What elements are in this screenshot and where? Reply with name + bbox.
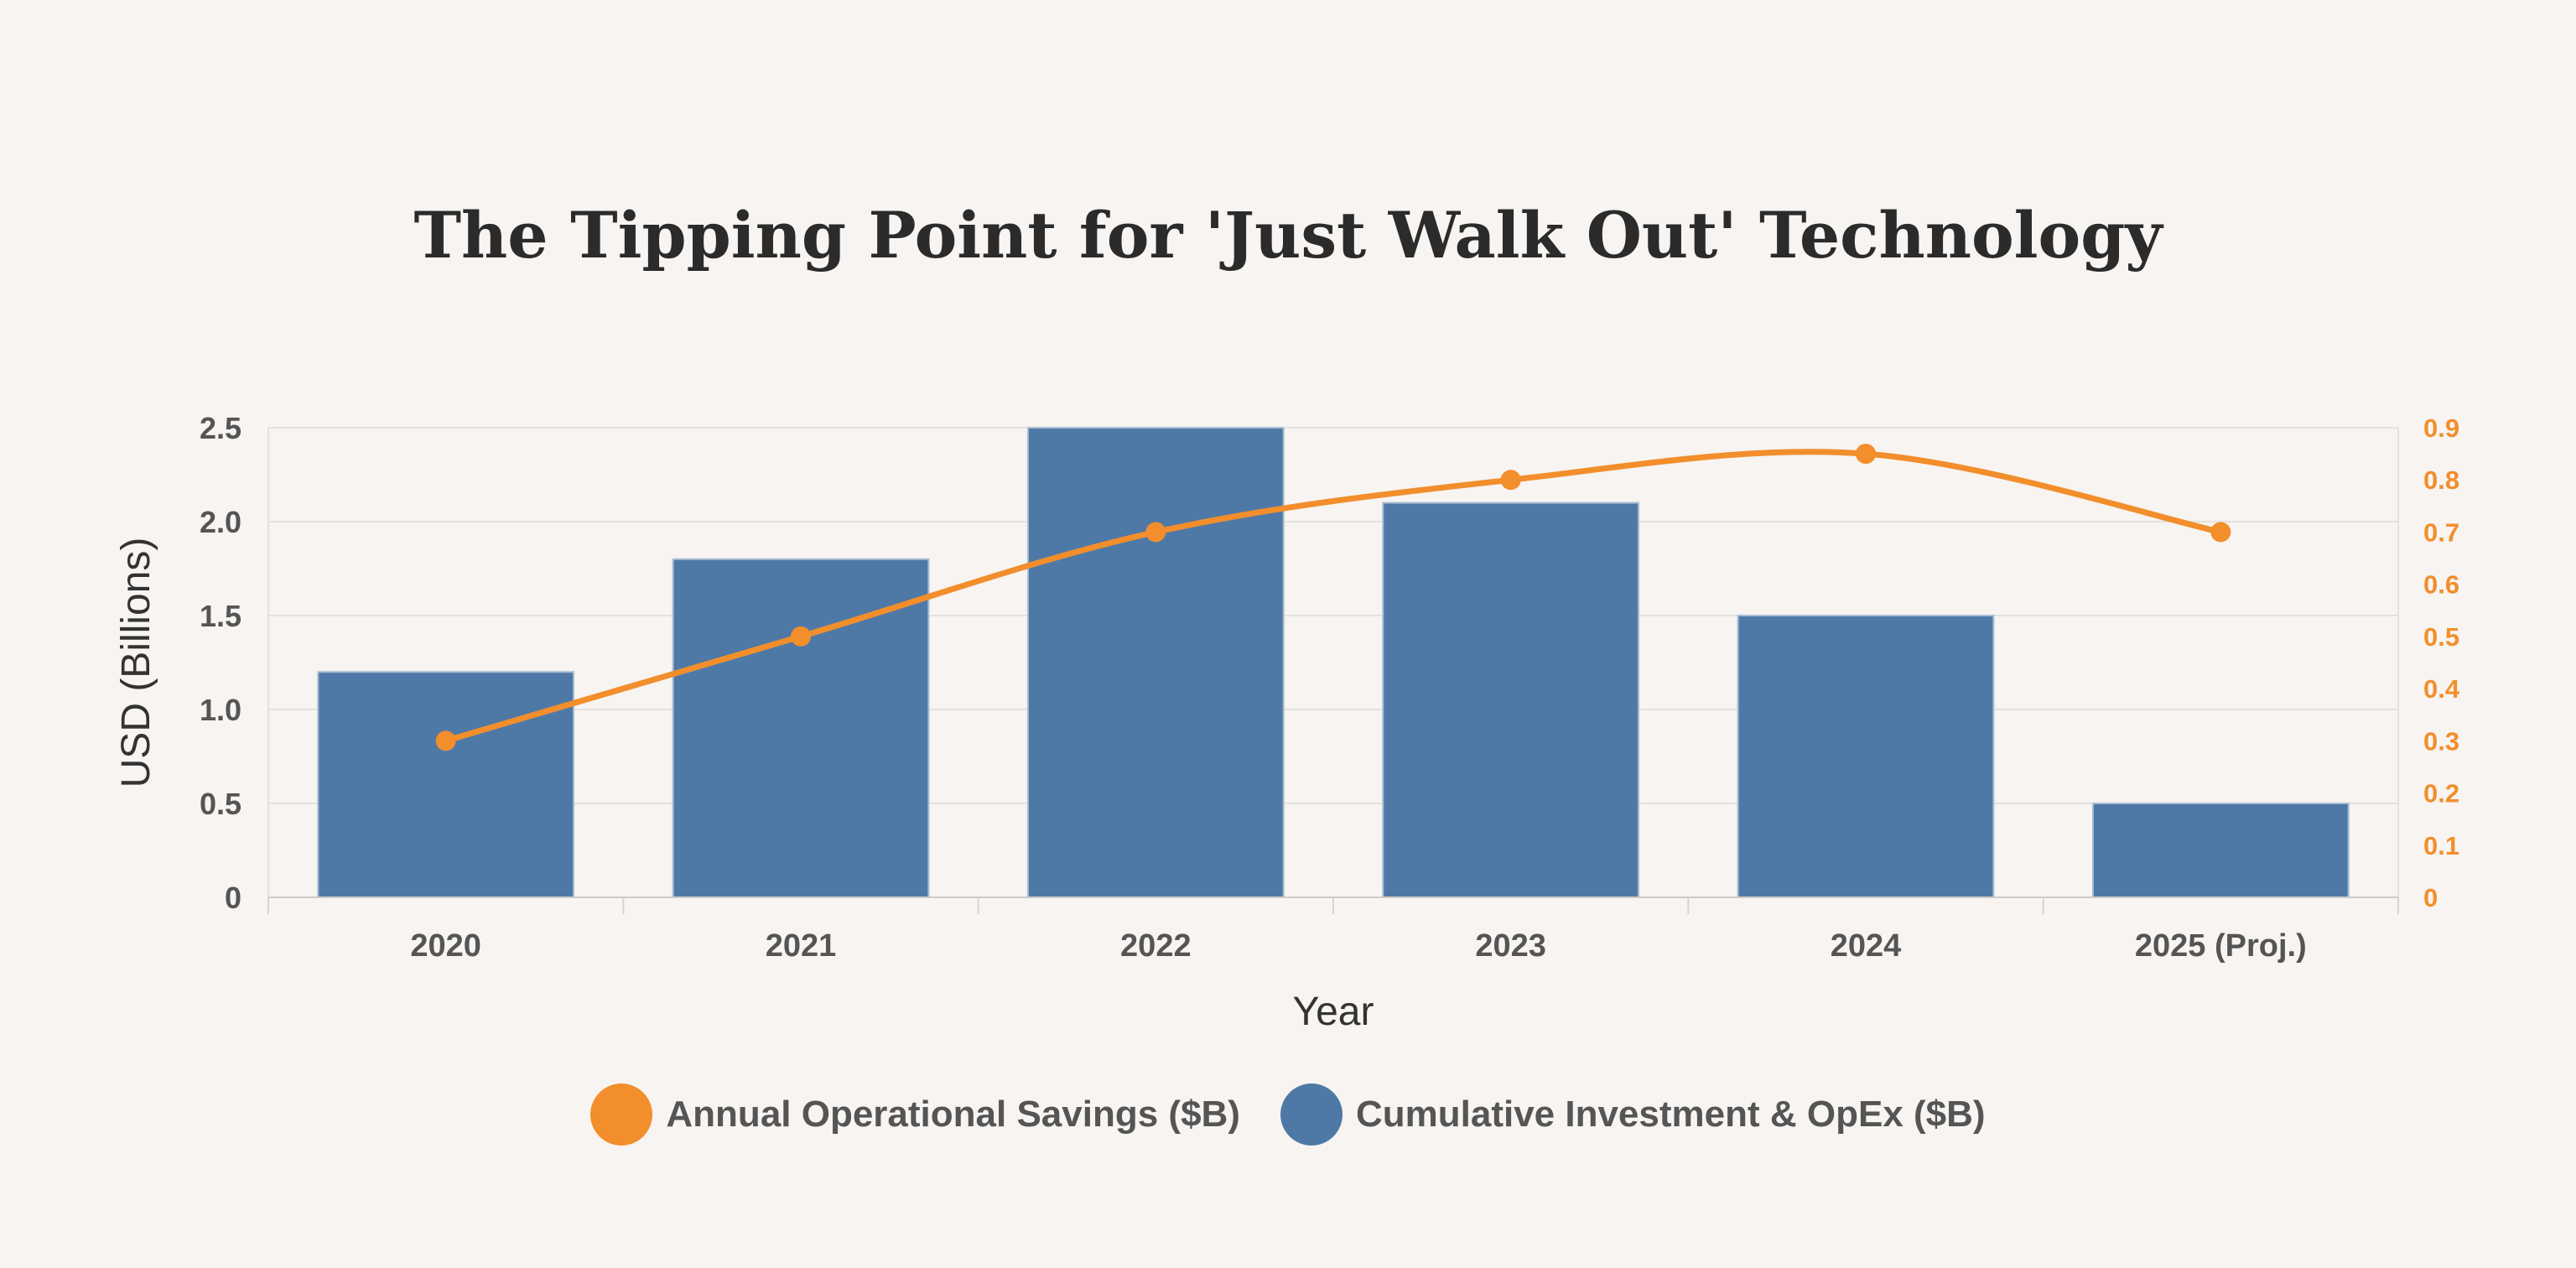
y-tick-label: 0 xyxy=(225,881,242,915)
savings-point xyxy=(435,730,456,751)
legend-swatch-savings xyxy=(590,1084,653,1146)
tick-layer: 0 0.5 1.0 1.5 2.0 2.5 0 0.1 0.2 0.3 0.4 0.5 0.6 0.7 0.… xyxy=(200,411,2460,964)
bar xyxy=(1737,615,1995,898)
chart-title: The Tipping Point for 'Just Walk Out' Te… xyxy=(413,198,2163,273)
x-axis-title: Year xyxy=(1293,990,1374,1034)
legend-item-savings[interactable]: Annual Operational Savings ($B) xyxy=(590,1084,1240,1146)
y-tick-label: 1.0 xyxy=(200,693,242,727)
y-axis-title: USD (Billions) xyxy=(114,538,158,788)
y2-tick-label: 0.9 xyxy=(2423,413,2459,443)
bar xyxy=(2091,803,2350,898)
y2-tick-label: 0.4 xyxy=(2423,674,2460,704)
legend: Annual Operational Savings ($B) Cumulati… xyxy=(0,1084,2576,1146)
y-tick-label: 0.5 xyxy=(200,787,242,821)
x-tick-label: 2021 xyxy=(766,928,837,964)
y2-tick-label: 0 xyxy=(2423,883,2438,912)
x-tick-label: 2022 xyxy=(1120,928,1192,964)
x-tick-label: 2023 xyxy=(1475,928,1546,964)
y-tick-label: 1.5 xyxy=(200,599,242,633)
bar xyxy=(672,558,930,898)
legend-swatch-investment xyxy=(1280,1084,1343,1146)
x-tick-label: 2024 xyxy=(1831,928,1902,964)
savings-point xyxy=(1856,444,1876,465)
bar xyxy=(317,671,575,898)
savings-point xyxy=(791,626,811,647)
y-tick-label: 2.0 xyxy=(200,505,242,539)
y2-tick-label: 0.6 xyxy=(2423,570,2459,600)
x-tick-label: 2025 (Proj.) xyxy=(2135,928,2307,964)
legend-item-investment[interactable]: Cumulative Investment & OpEx ($B) xyxy=(1280,1084,1986,1146)
legend-label-investment: Cumulative Investment & OpEx ($B) xyxy=(1355,1094,1986,1135)
y2-tick-label: 0.3 xyxy=(2423,726,2459,756)
bar xyxy=(1026,427,1285,898)
bar-layer xyxy=(317,427,2350,898)
savings-point xyxy=(1145,522,1166,543)
savings-point xyxy=(1500,470,1521,491)
y2-tick-label: 0.2 xyxy=(2423,779,2459,808)
y2-tick-label: 0.1 xyxy=(2423,831,2459,860)
axis-layer xyxy=(267,428,2399,914)
y2-tick-label: 0.8 xyxy=(2423,465,2459,495)
y2-tick-label: 0.5 xyxy=(2423,622,2459,652)
legend-label-savings: Annual Operational Savings ($B) xyxy=(666,1094,1240,1135)
x-tick-label: 2020 xyxy=(410,928,481,964)
y2-tick-label: 0.7 xyxy=(2423,517,2459,547)
line-layer xyxy=(435,444,2231,751)
y-tick-label: 2.5 xyxy=(200,411,242,445)
bar xyxy=(1382,501,1640,898)
savings-line xyxy=(443,449,2224,744)
savings-point xyxy=(2210,522,2231,543)
